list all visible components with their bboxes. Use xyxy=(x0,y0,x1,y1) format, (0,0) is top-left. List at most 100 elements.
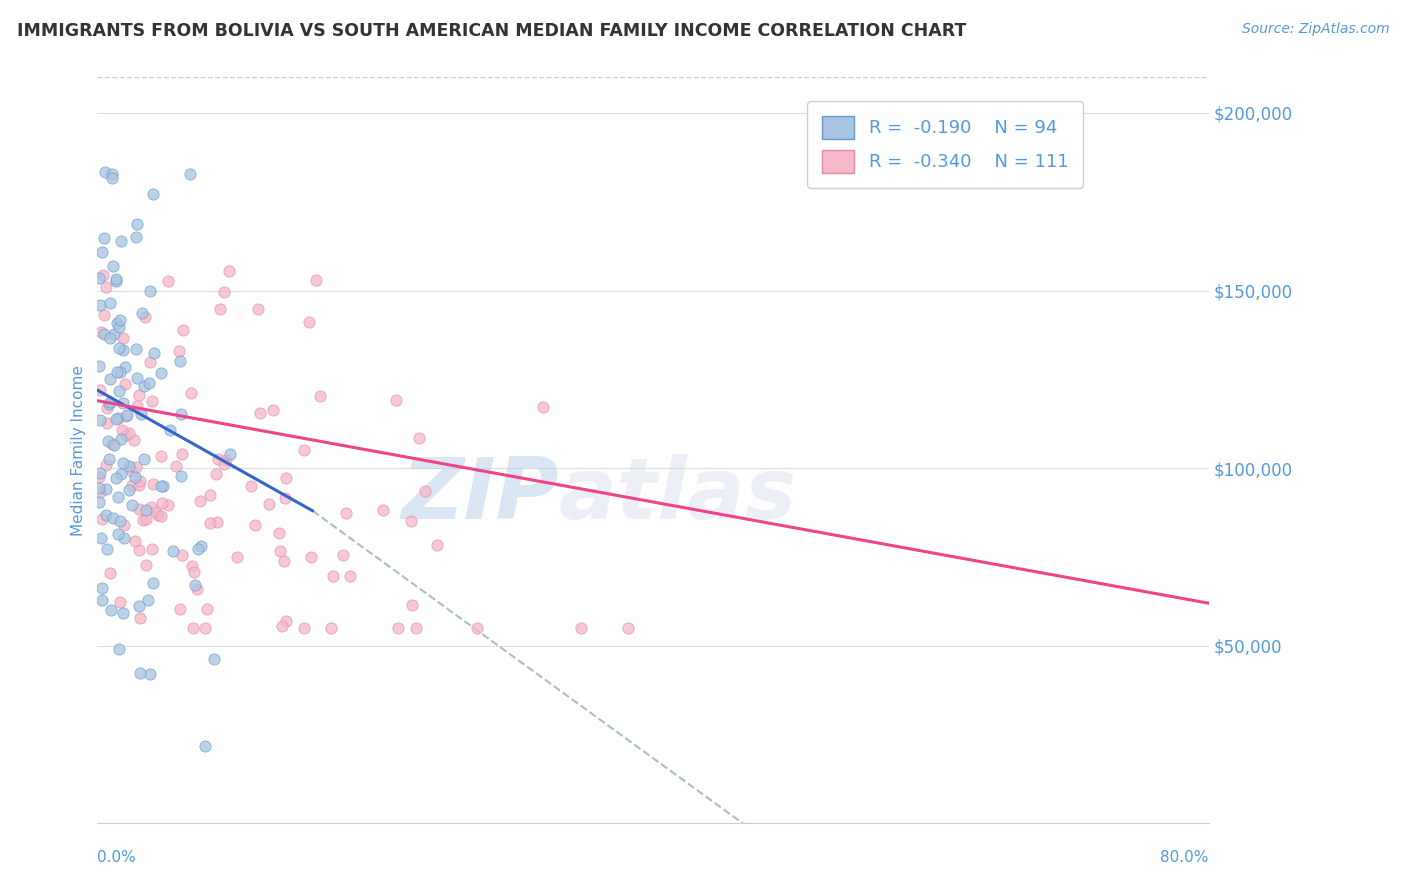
Point xyxy=(112,396,135,410)
Point xyxy=(276,471,298,485)
Point xyxy=(107,411,129,425)
Point xyxy=(111,423,134,437)
Point xyxy=(142,476,165,491)
Point xyxy=(98,397,121,411)
Point xyxy=(110,313,132,327)
Point xyxy=(104,271,127,285)
Point xyxy=(101,259,124,273)
Point xyxy=(108,365,131,379)
Legend: R =  -0.190    N = 94, R =  -0.340    N = 111: R = -0.190 N = 94, R = -0.340 N = 111 xyxy=(807,102,1083,187)
Point xyxy=(274,491,297,505)
Point xyxy=(89,481,111,495)
Point xyxy=(194,739,217,753)
Point xyxy=(162,544,184,558)
Text: ZIP: ZIP xyxy=(401,454,558,537)
Point xyxy=(121,498,143,512)
Point xyxy=(215,453,238,467)
Point xyxy=(105,274,128,288)
Point xyxy=(131,513,153,527)
Point xyxy=(273,554,295,568)
Point xyxy=(240,479,263,493)
Point xyxy=(100,372,122,386)
Point xyxy=(96,542,118,557)
Point xyxy=(207,452,229,467)
Point xyxy=(531,401,554,415)
Point xyxy=(138,376,160,391)
Point xyxy=(89,466,111,480)
Point xyxy=(96,416,118,430)
Point xyxy=(262,403,284,417)
Point xyxy=(111,606,134,620)
Point xyxy=(125,459,148,474)
Point xyxy=(149,508,172,523)
Point xyxy=(131,407,153,421)
Point xyxy=(89,413,111,427)
Point xyxy=(129,611,152,625)
Point xyxy=(91,268,114,283)
Point xyxy=(152,479,174,493)
Point xyxy=(134,452,156,467)
Point xyxy=(257,497,280,511)
Point xyxy=(94,482,117,496)
Point xyxy=(156,274,179,288)
Point xyxy=(150,479,173,493)
Point xyxy=(205,467,228,481)
Point xyxy=(131,306,153,320)
Point xyxy=(339,569,361,583)
Point xyxy=(134,378,156,392)
Point xyxy=(110,467,132,481)
Point xyxy=(297,315,319,329)
Point xyxy=(195,601,218,615)
Point xyxy=(156,498,179,512)
Point xyxy=(118,458,141,473)
Point xyxy=(292,442,315,457)
Point xyxy=(292,621,315,635)
Point xyxy=(212,457,235,471)
Point xyxy=(101,167,124,181)
Point xyxy=(125,230,148,244)
Point xyxy=(96,401,118,416)
Point xyxy=(108,514,131,528)
Point xyxy=(121,478,143,492)
Point xyxy=(87,495,110,509)
Point xyxy=(218,447,240,461)
Point xyxy=(112,517,135,532)
Point xyxy=(91,581,114,595)
Point xyxy=(90,325,112,339)
Point xyxy=(212,285,235,299)
Point xyxy=(94,164,117,178)
Point xyxy=(169,601,191,615)
Point xyxy=(172,447,194,461)
Point xyxy=(103,437,125,451)
Point xyxy=(128,474,150,488)
Text: IMMIGRANTS FROM BOLIVIA VS SOUTH AMERICAN MEDIAN FAMILY INCOME CORRELATION CHART: IMMIGRANTS FROM BOLIVIA VS SOUTH AMERICA… xyxy=(17,22,966,40)
Point xyxy=(322,568,344,582)
Point xyxy=(110,433,132,447)
Point xyxy=(246,301,269,316)
Point xyxy=(136,593,159,607)
Point xyxy=(139,354,162,368)
Point xyxy=(384,393,406,408)
Point xyxy=(108,384,131,398)
Point xyxy=(94,458,117,472)
Point xyxy=(128,599,150,613)
Point xyxy=(91,244,114,259)
Point xyxy=(335,506,357,520)
Point xyxy=(122,433,145,447)
Point xyxy=(145,504,167,518)
Point xyxy=(226,550,249,565)
Point xyxy=(98,295,121,310)
Point xyxy=(134,310,156,324)
Point xyxy=(104,411,127,425)
Point xyxy=(114,409,136,423)
Point xyxy=(87,470,110,484)
Point xyxy=(121,464,143,478)
Point xyxy=(124,469,146,483)
Point xyxy=(89,383,111,397)
Point xyxy=(128,478,150,492)
Point xyxy=(127,371,149,385)
Point xyxy=(96,508,118,522)
Point xyxy=(142,187,165,202)
Text: 80.0%: 80.0% xyxy=(1160,850,1209,865)
Point xyxy=(169,407,191,421)
